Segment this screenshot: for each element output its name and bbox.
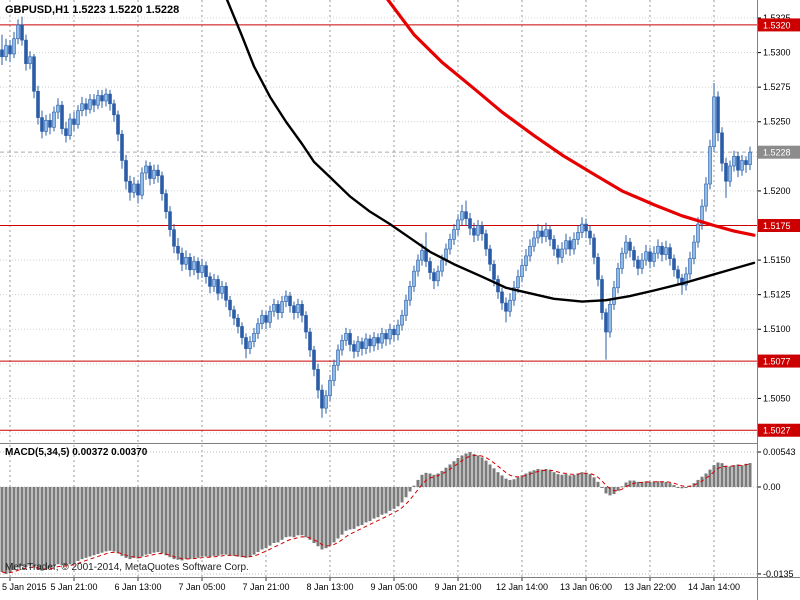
svg-text:1.5275: 1.5275: [763, 82, 791, 92]
svg-text:1.5200: 1.5200: [763, 186, 791, 196]
svg-text:1.5300: 1.5300: [763, 48, 791, 58]
svg-text:1.5250: 1.5250: [763, 117, 791, 127]
chart-title: GBPUSD,H1 1.5223 1.5220 1.5228: [5, 4, 180, 16]
svg-text:7 Jan 21:00: 7 Jan 21:00: [242, 582, 289, 592]
pane-separator[interactable]: [0, 443, 757, 444]
svg-text:1.5027: 1.5027: [763, 426, 791, 436]
svg-text:5 Jan 2015: 5 Jan 2015: [2, 582, 47, 592]
time-axis[interactable]: 5 Jan 2015 5 Jan 21:00 6 Jan 13:00 7 Jan 05…: [2, 578, 740, 592]
svg-text:1.5320: 1.5320: [763, 20, 791, 30]
svg-text:14 Jan 14:00: 14 Jan 14:00: [688, 582, 740, 592]
svg-text:0.00: 0.00: [763, 482, 781, 492]
svg-text:1.5150: 1.5150: [763, 255, 791, 265]
copyright-notice: MetaTrader, © 2001-2014, MetaQuotes Soft…: [5, 562, 249, 573]
svg-text:6 Jan 13:00: 6 Jan 13:00: [114, 582, 161, 592]
svg-text:1.5175: 1.5175: [763, 221, 791, 231]
svg-text:1.5125: 1.5125: [763, 290, 791, 300]
svg-text:12 Jan 14:00: 12 Jan 14:00: [496, 582, 548, 592]
svg-text:-0.0135: -0.0135: [763, 569, 794, 579]
price-axis-divider[interactable]: [757, 0, 758, 600]
svg-text:1.5100: 1.5100: [763, 324, 791, 334]
svg-text:13 Jan 06:00: 13 Jan 06:00: [560, 582, 612, 592]
moving-averages: [225, 0, 756, 303]
price-axis[interactable]: 1.5325 1.5300 1.5275 1.5250 1.5200 1.5150 1.51…: [757, 0, 800, 600]
macd-histogram: [0, 452, 752, 574]
svg-text:9 Jan 21:00: 9 Jan 21:00: [434, 582, 481, 592]
svg-text:5 Jan 21:00: 5 Jan 21:00: [50, 582, 97, 592]
svg-text:1.5325: 1.5325: [763, 13, 791, 23]
svg-text:1.5077: 1.5077: [763, 357, 791, 367]
time-axis-divider: [0, 577, 800, 578]
svg-text:1.5050: 1.5050: [763, 393, 791, 403]
support-resistance-lines: [0, 24, 757, 431]
macd-indicator-label: MACD(5,34,5) 0.00372 0.00370: [5, 447, 148, 458]
svg-text:13 Jan 22:00: 13 Jan 22:00: [624, 582, 676, 592]
svg-text:9 Jan 05:00: 9 Jan 05:00: [370, 582, 417, 592]
svg-text:7 Jan 05:00: 7 Jan 05:00: [178, 582, 225, 592]
svg-text:8 Jan 13:00: 8 Jan 13:00: [306, 582, 353, 592]
candles[interactable]: [0, 16, 752, 418]
svg-text:1.5228: 1.5228: [763, 148, 791, 158]
svg-text:0.00543: 0.00543: [763, 447, 796, 457]
